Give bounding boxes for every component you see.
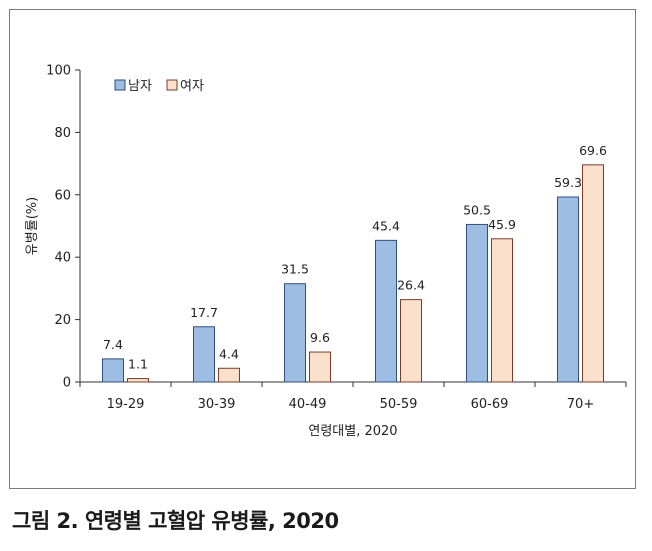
- x-tick-label: 60-69: [471, 397, 509, 412]
- bar-male: [466, 223, 488, 383]
- data-label-male: 31.5: [281, 262, 309, 277]
- legend-label-male: 남자: [128, 79, 152, 94]
- x-tick-label: 70+: [567, 397, 594, 412]
- data-label-male: 17.7: [190, 305, 218, 320]
- legend-swatch-male: [114, 79, 126, 91]
- chart-frame: 0 20 40 60 80 100 유병률(%) 19-29 7.4 1.1 30-39 17.7 4.…: [9, 9, 636, 489]
- data-label-female: 4.4: [219, 346, 239, 361]
- bar-female: [218, 367, 240, 383]
- y-tick-label: 40: [54, 251, 71, 266]
- legend-swatch-female: [166, 79, 178, 91]
- x-tick-label: 50-59: [380, 397, 418, 412]
- y-tick-label: 100: [46, 64, 71, 79]
- bar-male: [557, 196, 579, 383]
- y-axis-title: 유병률(%): [25, 197, 40, 255]
- bar-female: [309, 351, 331, 383]
- y-tick-label: 0: [63, 376, 71, 391]
- bar-female: [491, 238, 513, 383]
- x-tick-label: 40-49: [289, 397, 327, 412]
- data-label-male: 50.5: [463, 202, 491, 217]
- data-label-female: 1.1: [128, 357, 148, 372]
- bar-male: [284, 283, 306, 383]
- legend-label-female: 여자: [180, 79, 204, 94]
- x-tick-label: 30-39: [198, 397, 236, 412]
- bar-female: [127, 378, 149, 383]
- y-tick-label: 20: [54, 313, 71, 328]
- data-label-male: 7.4: [103, 337, 123, 352]
- data-label-male: 45.4: [372, 218, 400, 233]
- x-axis-title: 연령대별, 2020: [308, 424, 397, 439]
- bar-female: [400, 299, 422, 383]
- bar-chart: 0 20 40 60 80 100 유병률(%) 19-29 7.4 1.1 30-39 17.7 4.…: [25, 64, 627, 439]
- data-label-female: 69.6: [579, 143, 607, 158]
- data-label-male: 59.3: [554, 175, 582, 190]
- bar-male: [193, 326, 215, 383]
- bar-male: [102, 358, 124, 383]
- figure-caption: 그림 2. 연령별 고혈압 유병률, 2020: [12, 509, 339, 533]
- y-tick-label: 80: [54, 126, 71, 141]
- data-label-female: 26.4: [397, 278, 425, 293]
- bar-female: [582, 164, 604, 383]
- data-label-female: 45.9: [488, 217, 516, 232]
- bar-male: [375, 239, 397, 383]
- data-label-female: 9.6: [310, 330, 330, 345]
- x-tick-label: 19-29: [107, 397, 145, 412]
- y-tick-label: 60: [54, 188, 71, 203]
